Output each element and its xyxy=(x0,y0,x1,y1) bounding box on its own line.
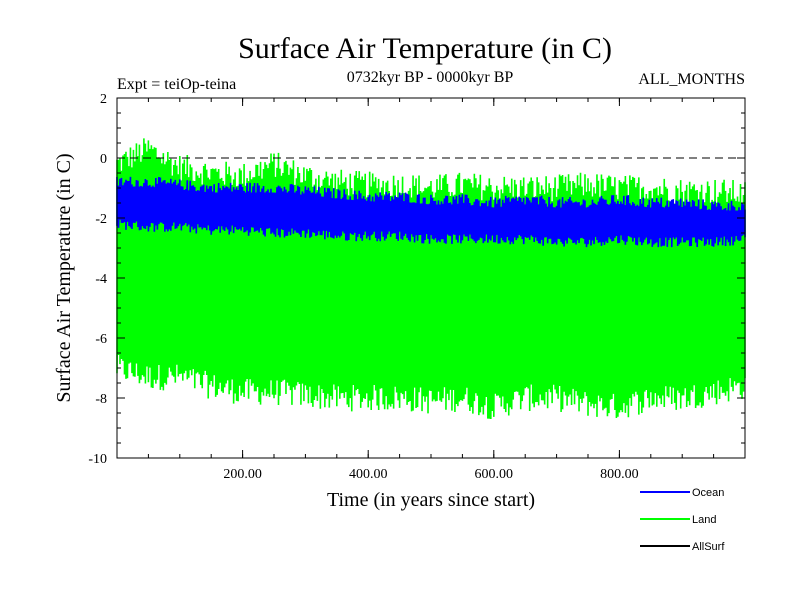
y-tick-label: 2 xyxy=(100,92,107,107)
series-band-ocean xyxy=(117,186,745,238)
plot-series-group xyxy=(116,138,746,419)
legend-label-land: Land xyxy=(692,514,716,526)
experiment-label: Expt = teiOp-teina xyxy=(117,76,236,93)
chart-title: Surface Air Temperature (in C) xyxy=(238,32,612,65)
y-tick-label: 0 xyxy=(100,152,107,167)
x-axis-label: Time (in years since start) xyxy=(327,489,535,511)
legend-label-allsurf: AllSurf xyxy=(692,541,725,553)
series-ocean xyxy=(116,176,746,248)
x-tick-label: 200.00 xyxy=(223,467,262,482)
legend: Ocean Land AllSurf xyxy=(640,487,725,553)
period-label: 0732kyr BP - 0000kyr BP xyxy=(347,69,514,86)
y-tick-label: -10 xyxy=(88,452,107,467)
ticks-group: 2 0 -2 -4 -6 -8 -10 200.00 400.00 600.00 800.00 xyxy=(88,92,745,482)
y-tick-label: -4 xyxy=(95,272,107,287)
y-tick-label: -8 xyxy=(95,392,107,407)
x-tick-label: 600.00 xyxy=(475,467,514,482)
y-tick-label: -6 xyxy=(95,332,107,347)
months-label: ALL_MONTHS xyxy=(638,71,745,88)
x-tick-label: 400.00 xyxy=(349,467,388,482)
y-tick-label: -2 xyxy=(95,212,107,227)
x-tick-label: 800.00 xyxy=(600,467,639,482)
legend-label-ocean: Ocean xyxy=(692,487,724,499)
y-axis-label: Surface Air Temperature (in C) xyxy=(53,153,75,402)
